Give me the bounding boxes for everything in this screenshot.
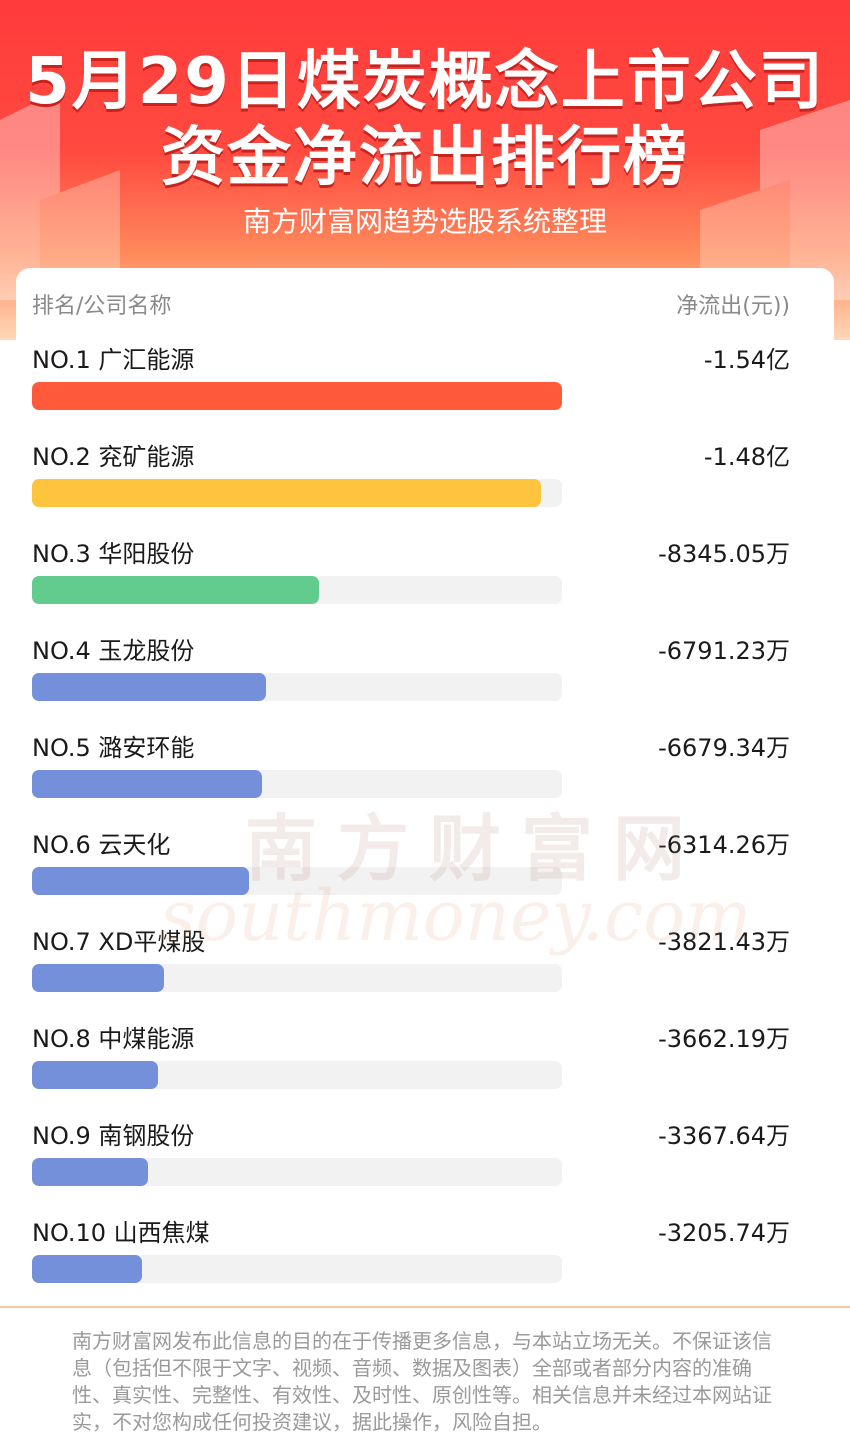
ranking-row: NO.3 华阳股份 -8345.05万: [0, 534, 850, 631]
ranking-row: NO.5 潞安环能 -6679.34万: [0, 728, 850, 825]
bar-fill: [32, 964, 164, 992]
rank-label: NO.10 山西焦煤: [32, 1219, 210, 1247]
bar-track: [32, 1061, 562, 1089]
bar-track: [32, 964, 562, 992]
header-banner: 5月29日煤炭概念上市公司 资金净流出排行榜 南方财富网趋势选股系统整理: [0, 0, 850, 340]
rank-label: NO.5 潞安环能: [32, 734, 195, 762]
column-header-rank: 排名/公司名称: [32, 294, 172, 319]
disclaimer-text: 南方财富网发布此信息的目的在于传播更多信息，与本站立场无关。不保证该信息（包括但…: [72, 1329, 772, 1434]
bar-track: [32, 382, 562, 410]
bar-fill: [32, 479, 541, 507]
ranking-row: NO.9 南钢股份 -3367.64万: [0, 1116, 850, 1213]
column-header-outflow: 净流出(元)): [676, 294, 790, 319]
bar-track: [32, 770, 562, 798]
page-subtitle: 南方财富网趋势选股系统整理: [242, 205, 607, 238]
outflow-value: -3367.64万: [658, 1122, 790, 1150]
outflow-value: -3205.74万: [658, 1219, 790, 1247]
rank-label: NO.6 云天化: [32, 831, 171, 859]
bar-track: [32, 867, 562, 895]
outflow-value: -6314.26万: [658, 831, 790, 859]
ranking-row: NO.6 云天化 -6314.26万: [0, 825, 850, 922]
bar-fill: [32, 382, 562, 410]
bar-fill: [32, 1255, 142, 1283]
outflow-value: -3821.43万: [658, 928, 790, 956]
rank-label: NO.7 XD平煤股: [32, 928, 206, 956]
ranking-row: NO.7 XD平煤股 -3821.43万: [0, 922, 850, 1019]
outflow-value: -1.48亿: [703, 443, 790, 471]
ranking-row: NO.10 山西焦煤 -3205.74万: [0, 1213, 850, 1310]
bar-track: [32, 479, 562, 507]
outflow-value: -6679.34万: [658, 734, 790, 762]
outflow-value: -8345.05万: [658, 540, 790, 568]
outflow-value: -6791.23万: [658, 637, 790, 665]
bar-fill: [32, 1158, 148, 1186]
bar-track: [32, 576, 562, 604]
outflow-value: -3662.19万: [658, 1025, 790, 1053]
divider: [0, 1306, 850, 1308]
bar-fill: [32, 867, 249, 895]
bar-track: [32, 1255, 562, 1283]
outflow-value: -1.54亿: [703, 346, 790, 374]
bar-fill: [32, 770, 262, 798]
bar-fill: [32, 1061, 158, 1089]
page-title-line1: 5月29日煤炭概念上市公司: [25, 45, 825, 119]
bar-fill: [32, 576, 319, 604]
ranking-row: NO.4 玉龙股份 -6791.23万: [0, 631, 850, 728]
ranking-row: NO.2 兖矿能源 -1.48亿: [0, 437, 850, 534]
rank-label: NO.9 南钢股份: [32, 1122, 195, 1150]
bar-fill: [32, 673, 266, 701]
ranking-row: NO.1 广汇能源 -1.54亿: [0, 340, 850, 437]
bar-track: [32, 1158, 562, 1186]
rank-label: NO.2 兖矿能源: [32, 443, 195, 471]
rank-label: NO.3 华阳股份: [32, 540, 195, 568]
rank-label: NO.4 玉龙股份: [32, 637, 195, 665]
rank-label: NO.1 广汇能源: [32, 346, 195, 374]
rank-label: NO.8 中煤能源: [32, 1025, 195, 1053]
bar-track: [32, 673, 562, 701]
ranking-row: NO.8 中煤能源 -3662.19万: [0, 1019, 850, 1116]
page-title-line2: 资金净流出排行榜: [161, 121, 689, 195]
